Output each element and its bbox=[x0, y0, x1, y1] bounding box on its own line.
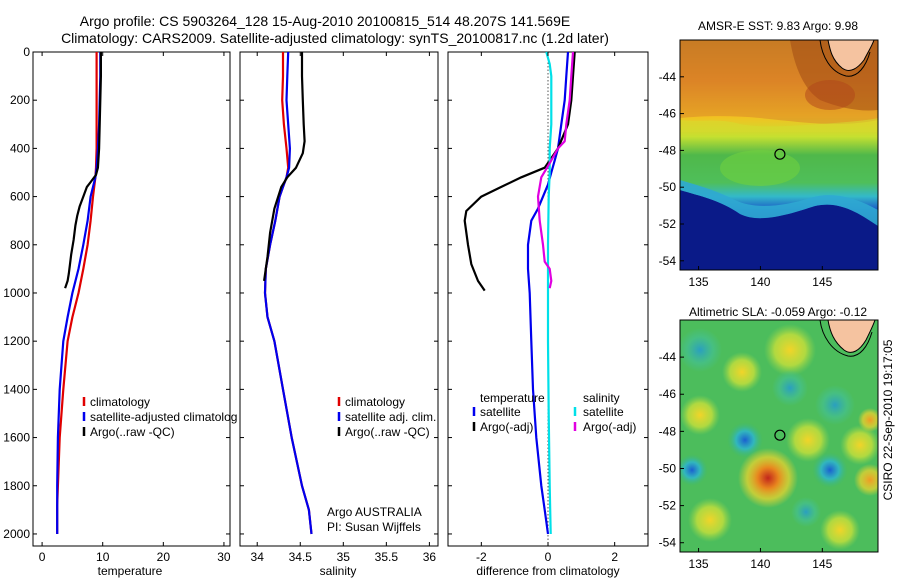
salinity-profile-panel: 34 34.5 35 35.5 36 salinity climatology sate… bbox=[239, 51, 439, 578]
y-tick-label: 800 bbox=[10, 238, 30, 252]
y-tick-label: 200 bbox=[10, 93, 30, 107]
legend-label-climatology: climatology bbox=[90, 395, 150, 409]
y-tick-label: -46 bbox=[659, 387, 677, 401]
legend-label-argo: Argo(..raw -QC) bbox=[90, 425, 175, 439]
x-tick-label: 140 bbox=[750, 557, 770, 571]
legend-label-satellite: satellite adj. clim. bbox=[345, 410, 436, 424]
y-tick-label: -54 bbox=[659, 254, 677, 268]
x-tick-label: 135 bbox=[689, 275, 709, 289]
x-tick-label: 30 bbox=[217, 550, 231, 564]
y-tick-label: -52 bbox=[659, 217, 677, 231]
legend-label-climatology: climatology bbox=[345, 395, 405, 409]
y-tick-label: 1400 bbox=[3, 382, 30, 396]
y-tick-label: -52 bbox=[659, 499, 677, 513]
temperature-legend: climatology satellite-adjusted climatolo… bbox=[82, 395, 237, 439]
series-line-argo-raw-qc- bbox=[64, 52, 103, 289]
salinity-x-label: salinity bbox=[320, 564, 357, 578]
x-tick-label: 145 bbox=[812, 557, 832, 571]
temperature-profile-panel: 0 10 20 30 0 200 400 600 800 1000 1200 1400 1600 180… bbox=[3, 45, 237, 578]
x-tick-label: 35 bbox=[337, 550, 351, 564]
difference-x-label: difference from climatology bbox=[476, 564, 619, 578]
x-tick-label: 0 bbox=[545, 550, 552, 564]
legend-label-argo: Argo(..raw -QC) bbox=[345, 425, 430, 439]
argo-float-marker bbox=[774, 429, 786, 441]
y-tick-label: 1800 bbox=[3, 479, 30, 493]
legend-label-satellite: satellite-adjusted climatolog bbox=[90, 410, 237, 424]
figure-title-line2: Climatology: CARS2009. Satellite-adjuste… bbox=[61, 30, 609, 46]
y-tick-label: -44 bbox=[659, 70, 677, 84]
x-tick-label: 2 bbox=[611, 550, 618, 564]
series-line-satellite-adj-clim- bbox=[263, 51, 313, 535]
argo-float-marker bbox=[774, 148, 786, 160]
legend-label-temp-satellite: satellite bbox=[480, 405, 521, 419]
y-tick-label: 0 bbox=[23, 45, 30, 59]
y-tick-label: 600 bbox=[10, 190, 30, 204]
y-tick-label: -44 bbox=[659, 350, 677, 364]
series-line-argo-raw-qc- bbox=[263, 52, 306, 282]
x-tick-label: 34 bbox=[251, 550, 265, 564]
series-line-salinity-argo-adj- bbox=[536, 51, 575, 289]
x-tick-label: 10 bbox=[96, 550, 110, 564]
series-line-climatology bbox=[56, 52, 98, 534]
sla-map-frame bbox=[679, 319, 879, 553]
y-tick-label: -50 bbox=[659, 180, 677, 194]
y-tick-label: -48 bbox=[659, 424, 677, 438]
x-tick-label: 34.5 bbox=[289, 550, 313, 564]
y-tick-label: 1200 bbox=[3, 334, 30, 348]
y-tick-label: -46 bbox=[659, 107, 677, 121]
y-tick-label: -50 bbox=[659, 461, 677, 475]
y-tick-label: -48 bbox=[659, 143, 677, 157]
y-tick-label: 1000 bbox=[3, 286, 30, 300]
x-tick-label: -2 bbox=[476, 550, 487, 564]
agency-label: Argo AUSTRALIA bbox=[327, 505, 422, 519]
timestamp-stamp: CSIRO 22-Sep-2010 19:17:05 bbox=[881, 339, 895, 500]
sst-map-title: AMSR-E SST: 9.83 Argo: 9.98 bbox=[698, 19, 858, 33]
salinity-axes-frame bbox=[239, 51, 439, 547]
sst-map-panel: AMSR-E SST: 9.83 Argo: 9.98 135 140 145 -4… bbox=[659, 19, 879, 289]
x-tick-label: 145 bbox=[812, 275, 832, 289]
temperature-axes-frame bbox=[32, 51, 231, 547]
legend-heading-temperature: temperature bbox=[480, 391, 545, 405]
series-line-salinity-satellite bbox=[545, 51, 553, 535]
legend-heading-salinity: salinity bbox=[583, 391, 620, 405]
salinity-legend: climatology satellite adj. clim. Argo(..… bbox=[337, 395, 436, 439]
legend-label-sal-satellite: satellite bbox=[583, 405, 624, 419]
x-tick-label: 20 bbox=[157, 550, 171, 564]
sla-map-title: Altimetric SLA: -0.059 Argo: -0.12 bbox=[689, 305, 867, 319]
difference-legend: temperature satellite Argo(-adj) salinit… bbox=[472, 391, 636, 434]
sla-heatmap bbox=[680, 320, 878, 552]
temperature-x-label: temperature bbox=[98, 564, 163, 578]
y-tick-label: 1600 bbox=[3, 431, 30, 445]
y-tick-label: 2000 bbox=[3, 527, 30, 541]
sla-map-panel: Altimetric SLA: -0.059 Argo: -0.12 1 bbox=[659, 305, 879, 571]
difference-profile-panel: -2 0 2 difference from climatology tempera… bbox=[447, 51, 649, 578]
legend-label-sal-argo: Argo(-adj) bbox=[583, 420, 636, 434]
x-tick-label: 0 bbox=[39, 550, 46, 564]
y-tick-label: 400 bbox=[10, 141, 30, 155]
series-line-temperature-satellite bbox=[526, 51, 570, 535]
x-tick-label: 140 bbox=[750, 275, 770, 289]
series-line-temperature-argo-adj- bbox=[463, 51, 576, 292]
x-tick-label: 135 bbox=[689, 557, 709, 571]
x-tick-label: 36 bbox=[423, 550, 437, 564]
sst-heatmap bbox=[680, 40, 878, 270]
legend-label-temp-argo: Argo(-adj) bbox=[480, 420, 533, 434]
sst-map-frame bbox=[679, 39, 879, 271]
pi-label: PI: Susan Wijffels bbox=[327, 520, 421, 534]
y-tick-label: -54 bbox=[659, 536, 677, 550]
x-tick-label: 35.5 bbox=[375, 550, 399, 564]
figure-title-line1: Argo profile: CS 5903264_128 15-Aug-2010… bbox=[80, 13, 570, 29]
